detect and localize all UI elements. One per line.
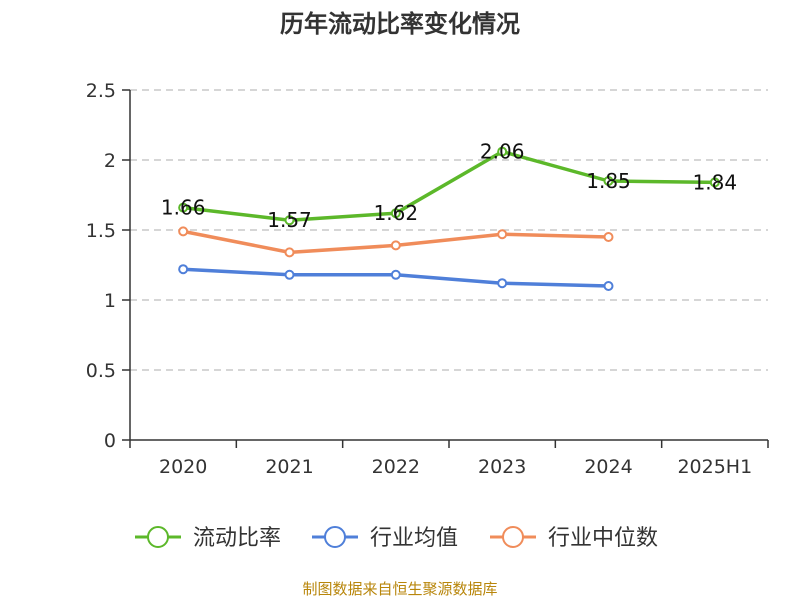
data-label: 2.06	[480, 140, 525, 164]
data-point[interactable]	[497, 278, 508, 289]
data-point[interactable]	[178, 202, 189, 213]
data-point[interactable]	[178, 226, 189, 237]
data-point[interactable]	[390, 208, 401, 219]
legend-item-0[interactable]: 流动比率	[135, 526, 281, 551]
x-tick-label: 2025H1	[677, 456, 752, 478]
x-tick-label: 2023	[478, 456, 526, 478]
x-tick-label: 2021	[265, 456, 313, 478]
data-point[interactable]	[284, 247, 295, 258]
data-label: 1.66	[161, 196, 206, 220]
legend-marker-icon	[147, 526, 169, 548]
data-point[interactable]	[603, 281, 614, 291]
data-point[interactable]	[390, 269, 401, 280]
data-point[interactable]	[284, 215, 295, 226]
y-tick-label: 1.5	[86, 220, 116, 242]
series-layer	[178, 146, 720, 291]
legend-item-2[interactable]: 行业中位数	[490, 526, 658, 551]
data-point[interactable]	[284, 269, 295, 280]
x-tick-label: 2020	[159, 456, 207, 478]
data-label: 1.62	[374, 201, 419, 225]
y-tick-label: 2.5	[86, 80, 116, 102]
data-label: 1.84	[693, 170, 738, 194]
y-tick-label: 2	[104, 150, 116, 172]
axes: 0 0.5 1 1.5 2 2.5 2020 2021 2022 2023 2024 2025H1	[86, 80, 769, 478]
data-point[interactable]	[603, 232, 614, 242]
data-labels: 1.66 1.57 1.62 2.06 1.85 1.84	[161, 140, 737, 233]
y-tick-label: 0	[104, 430, 116, 452]
legend-label: 行业中位数	[548, 526, 658, 551]
x-tick-label: 2024	[584, 456, 632, 478]
legend[interactable]: 流动比率 行业均值 行业中位数	[135, 526, 658, 551]
y-tick-label: 0.5	[86, 360, 116, 382]
data-label: 1.85	[586, 169, 631, 193]
x-tick-label: 2022	[372, 456, 420, 478]
legend-label: 流动比率	[193, 526, 281, 551]
chart-title: 历年流动比率变化情况	[280, 10, 520, 38]
legend-marker-icon	[502, 526, 524, 548]
y-tick-label: 1	[104, 290, 116, 312]
data-point[interactable]	[178, 264, 189, 275]
source-note: 制图数据来自恒生聚源数据库	[302, 580, 497, 598]
data-point[interactable]	[497, 146, 508, 157]
data-point[interactable]	[603, 176, 614, 186]
data-point[interactable]	[390, 240, 401, 251]
legend-marker-icon	[324, 526, 346, 548]
series-line-0	[182, 149, 715, 222]
grid-lines	[130, 89, 768, 371]
data-point[interactable]	[497, 229, 508, 240]
data-label: 1.57	[267, 208, 312, 232]
legend-item-1[interactable]: 行业均值	[312, 526, 458, 551]
legend-label: 行业均值	[370, 526, 458, 551]
data-point[interactable]	[709, 177, 720, 188]
